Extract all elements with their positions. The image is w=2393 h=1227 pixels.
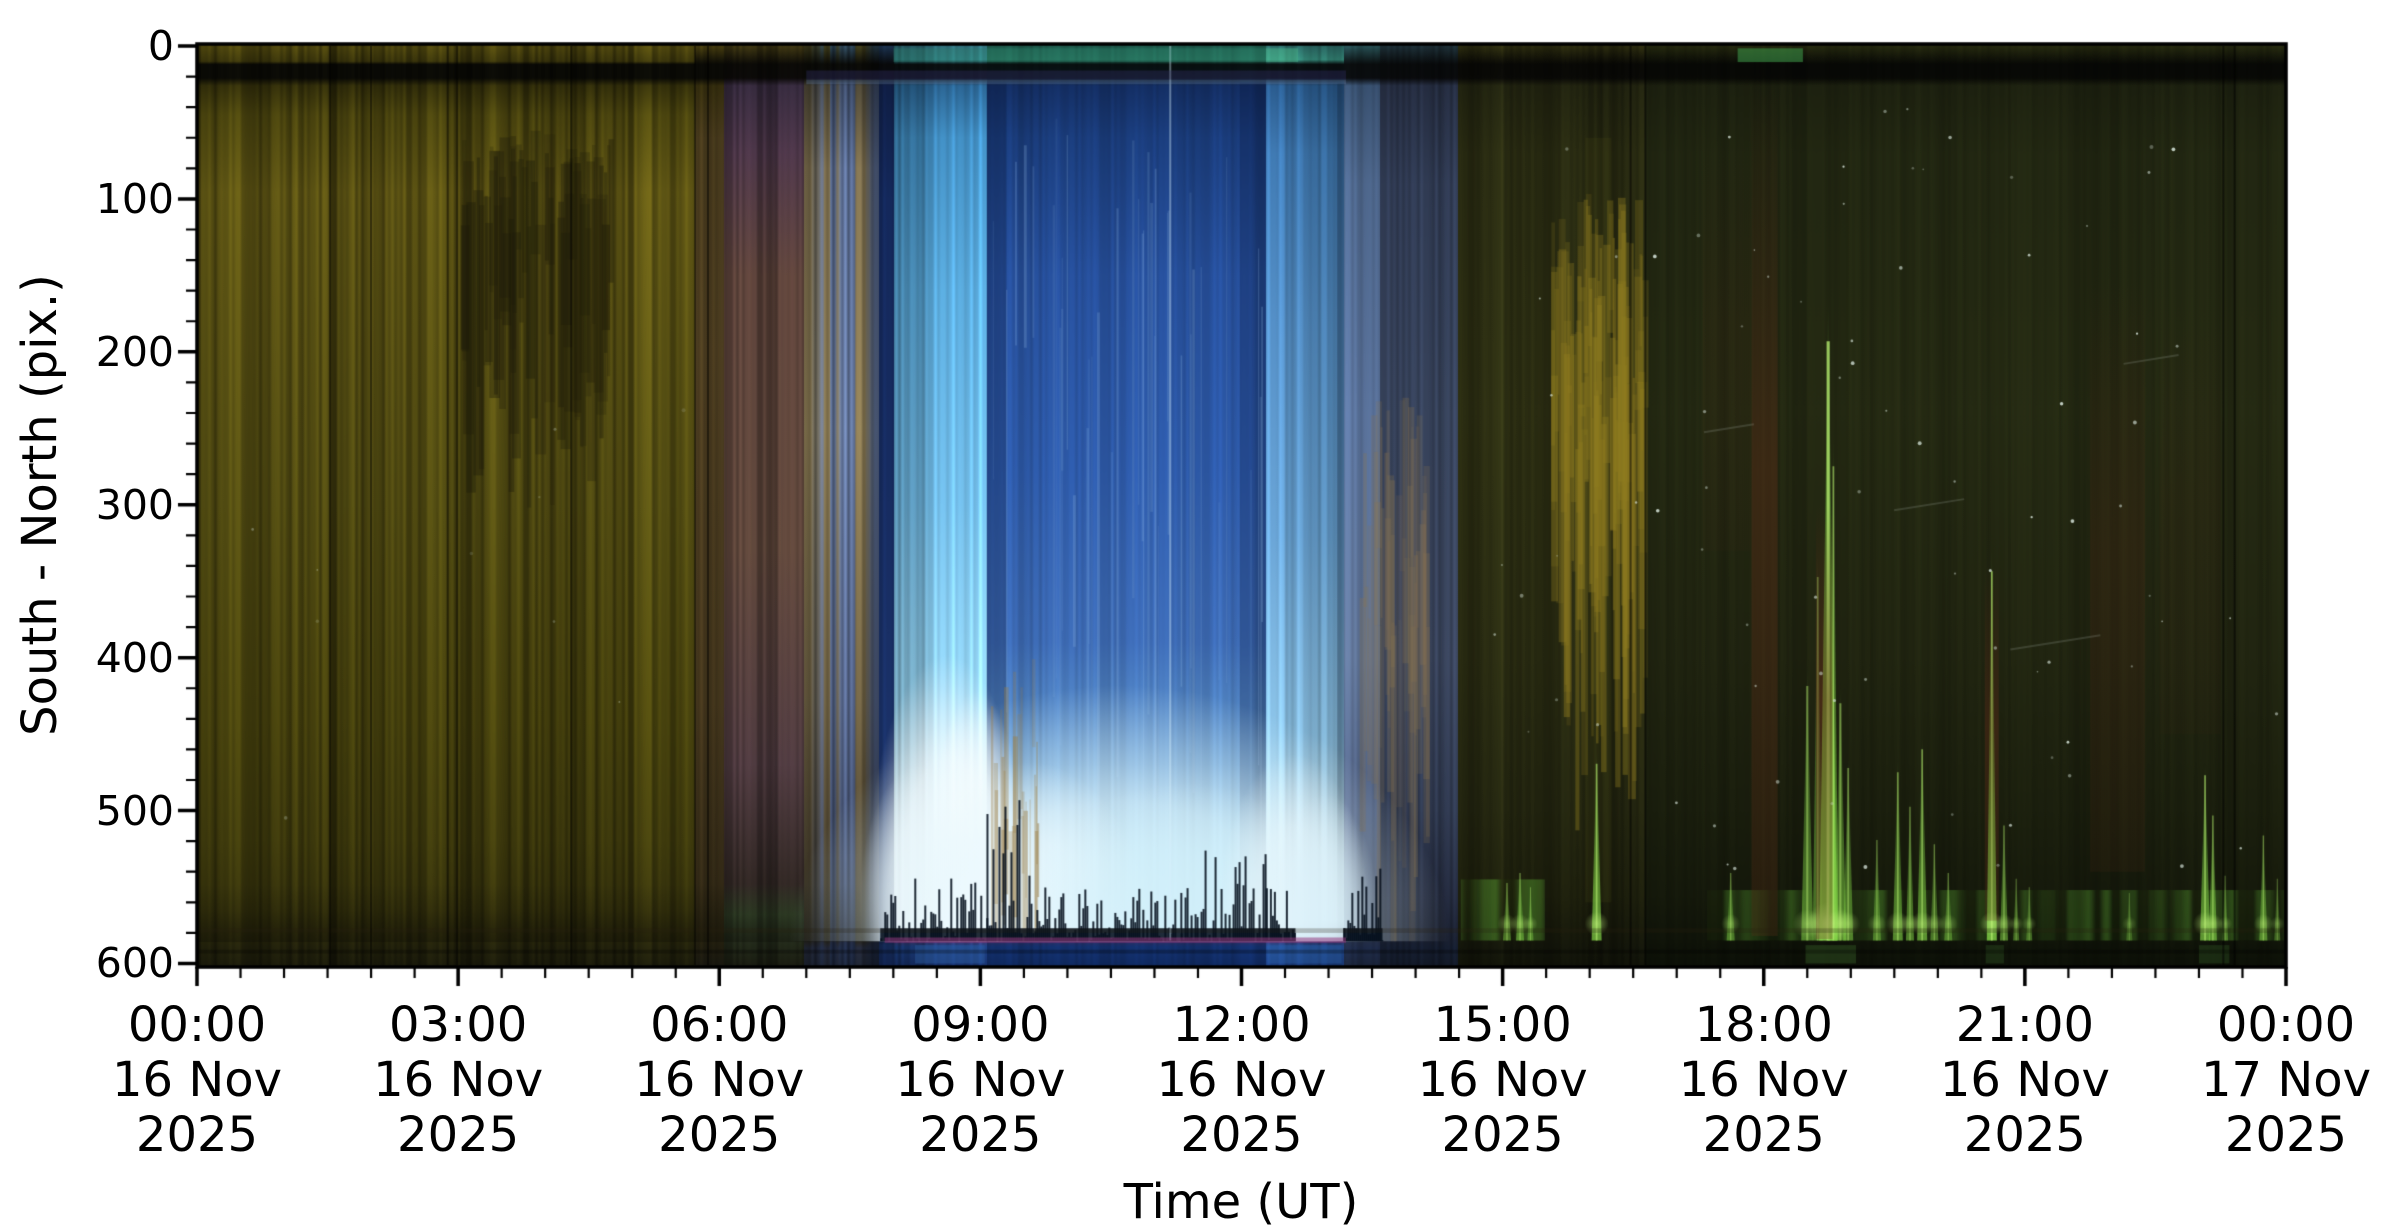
x-tick-time: 06:00	[650, 997, 789, 1053]
x-tick-date: 16 Nov	[373, 1052, 544, 1108]
x-tick-year: 2025	[2224, 1107, 2348, 1163]
x-tick-label-0300-1: 03:00 16 Nov 2025	[308, 998, 608, 1163]
x-tick-date: 16 Nov	[634, 1052, 805, 1108]
x-tick-year: 2025	[658, 1107, 781, 1163]
y-tick-label-400: 400	[95, 633, 174, 682]
x-tick-label-0000-8: 00:00 17 Nov 2025	[2136, 998, 2393, 1163]
x-tick-label-1800-6: 18:00 16 Nov 2025	[1614, 998, 1914, 1163]
x-tick-time: 18:00	[1694, 997, 1833, 1053]
x-tick-year: 2025	[1702, 1107, 1825, 1163]
x-tick-label-1200-4: 12:00 16 Nov 2025	[1092, 998, 1392, 1163]
x-tick-time: 21:00	[1955, 997, 2095, 1053]
x-tick-time: 03:00	[388, 997, 528, 1053]
x-tick-time: 12:00	[1172, 997, 1311, 1053]
x-tick-date: 16 Nov	[1678, 1052, 1849, 1108]
y-tick-label-200: 200	[95, 327, 174, 376]
x-tick-date: 16 Nov	[1156, 1052, 1327, 1108]
x-tick-year: 2025	[1963, 1107, 2086, 1163]
x-tick-year: 2025	[1441, 1107, 1564, 1163]
y-tick-label-500: 500	[95, 786, 174, 835]
x-tick-year: 2025	[135, 1107, 259, 1163]
x-tick-label-0900-3: 09:00 16 Nov 2025	[830, 998, 1130, 1163]
x-tick-time: 00:00	[2216, 997, 2356, 1053]
x-tick-date: 16 Nov	[1417, 1052, 1588, 1108]
y-tick-label-600: 600	[95, 939, 174, 988]
x-tick-time: 00:00	[127, 997, 267, 1053]
x-tick-label-1500-5: 15:00 16 Nov 2025	[1353, 998, 1653, 1163]
y-axis-title: South - North (pix.)	[12, 274, 68, 736]
x-tick-time: 15:00	[1433, 997, 1572, 1053]
x-axis-title: Time (UT)	[1123, 1174, 1359, 1227]
x-tick-date: 16 Nov	[111, 1052, 282, 1108]
x-tick-date: 17 Nov	[2200, 1052, 2371, 1108]
x-tick-year: 2025	[397, 1107, 520, 1163]
x-tick-year: 2025	[919, 1107, 1042, 1163]
y-tick-label-100: 100	[95, 174, 174, 223]
y-tick-label-300: 300	[95, 480, 174, 529]
x-tick-year: 2025	[1180, 1107, 1303, 1163]
x-tick-time: 09:00	[911, 997, 1050, 1053]
x-tick-label-0000-0: 00:00 16 Nov 2025	[47, 998, 347, 1163]
x-tick-date: 16 Nov	[895, 1052, 1066, 1108]
y-tick-label-0: 0	[147, 22, 174, 70]
x-tick-label-2100-7: 21:00 16 Nov 2025	[1875, 998, 2175, 1163]
x-tick-label-0600-2: 06:00 16 Nov 2025	[569, 998, 869, 1163]
x-tick-date: 16 Nov	[1939, 1052, 2110, 1108]
